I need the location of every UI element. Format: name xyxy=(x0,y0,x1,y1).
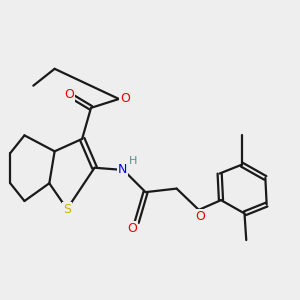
Text: O: O xyxy=(120,92,130,105)
Text: H: H xyxy=(129,156,137,166)
Text: N: N xyxy=(118,163,127,176)
Text: O: O xyxy=(127,222,137,235)
Text: S: S xyxy=(63,202,71,215)
Text: O: O xyxy=(196,211,206,224)
Text: O: O xyxy=(64,88,74,101)
